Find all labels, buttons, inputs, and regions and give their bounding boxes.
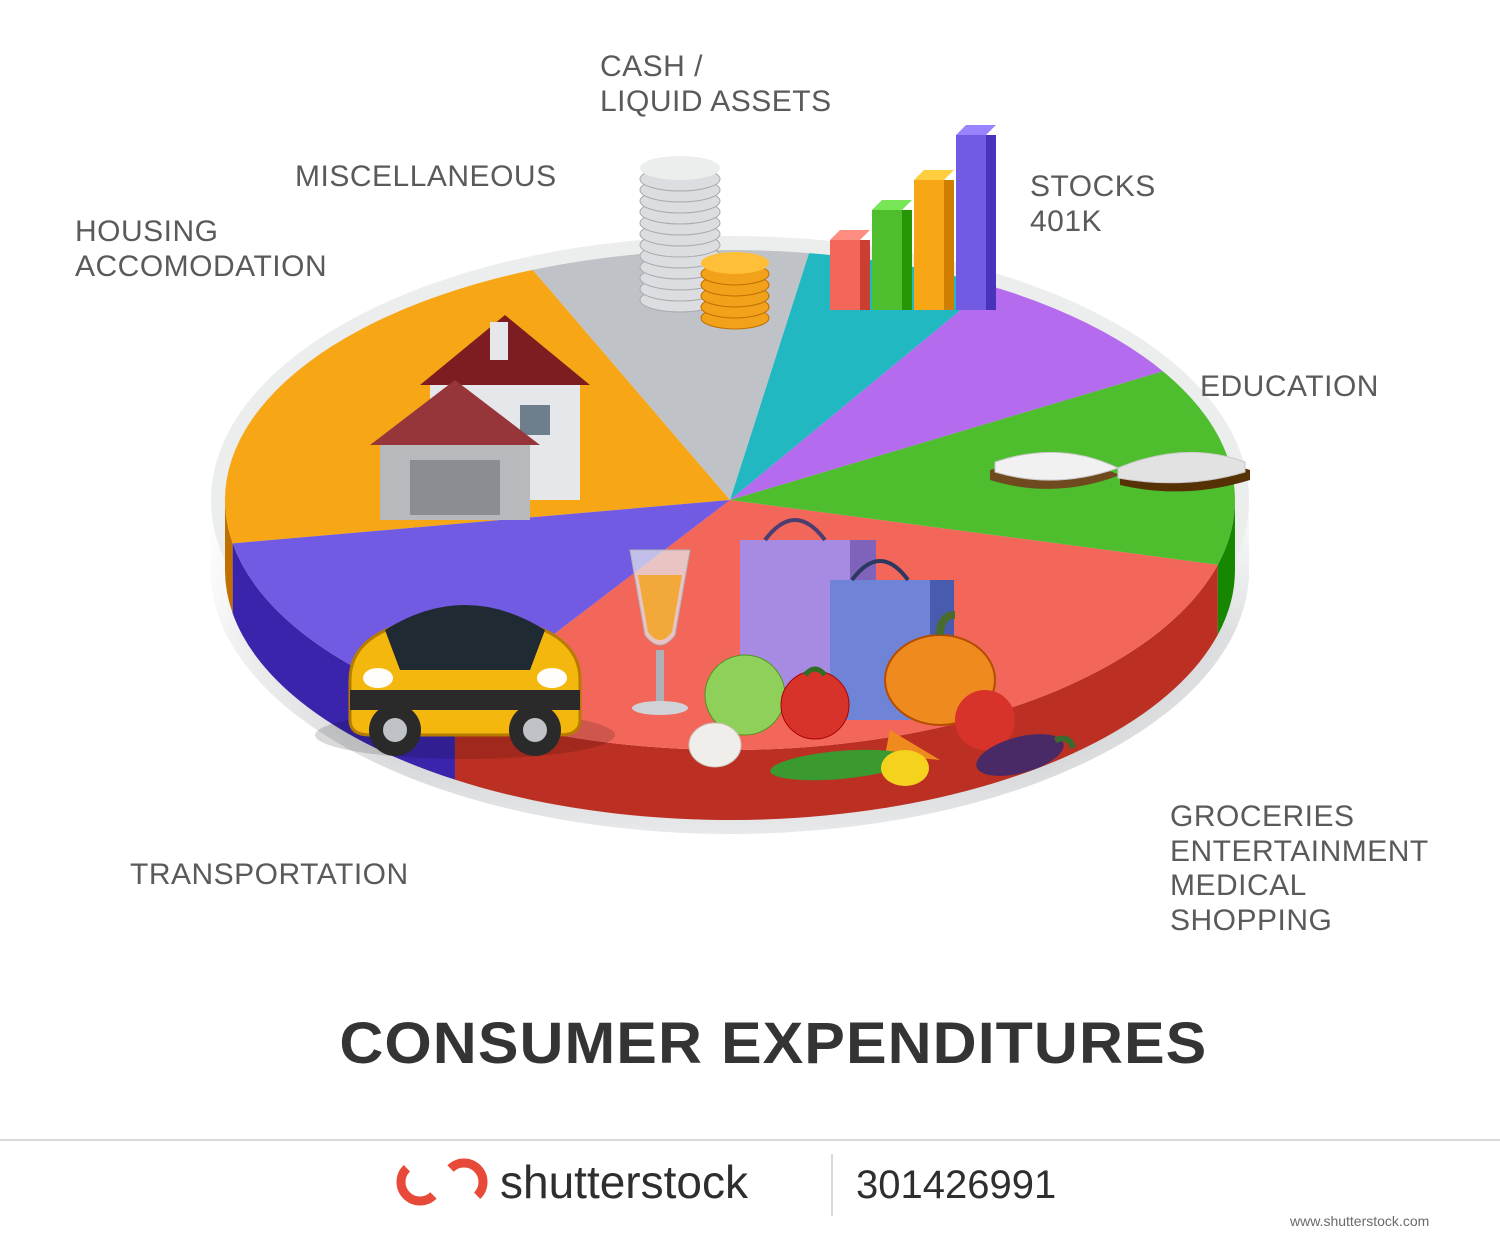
footer-bar: shutterstock 301426991 www.shutterstock.…: [0, 0, 1500, 1234]
infographic-stage: GROCERIES ENTERTAINMENT MEDICAL SHOPPING…: [0, 0, 1500, 1234]
footer-id: 301426991: [856, 1163, 1056, 1207]
footer-brand: shutterstock: [500, 1156, 749, 1208]
footer-url: www.shutterstock.com: [1289, 1213, 1429, 1229]
